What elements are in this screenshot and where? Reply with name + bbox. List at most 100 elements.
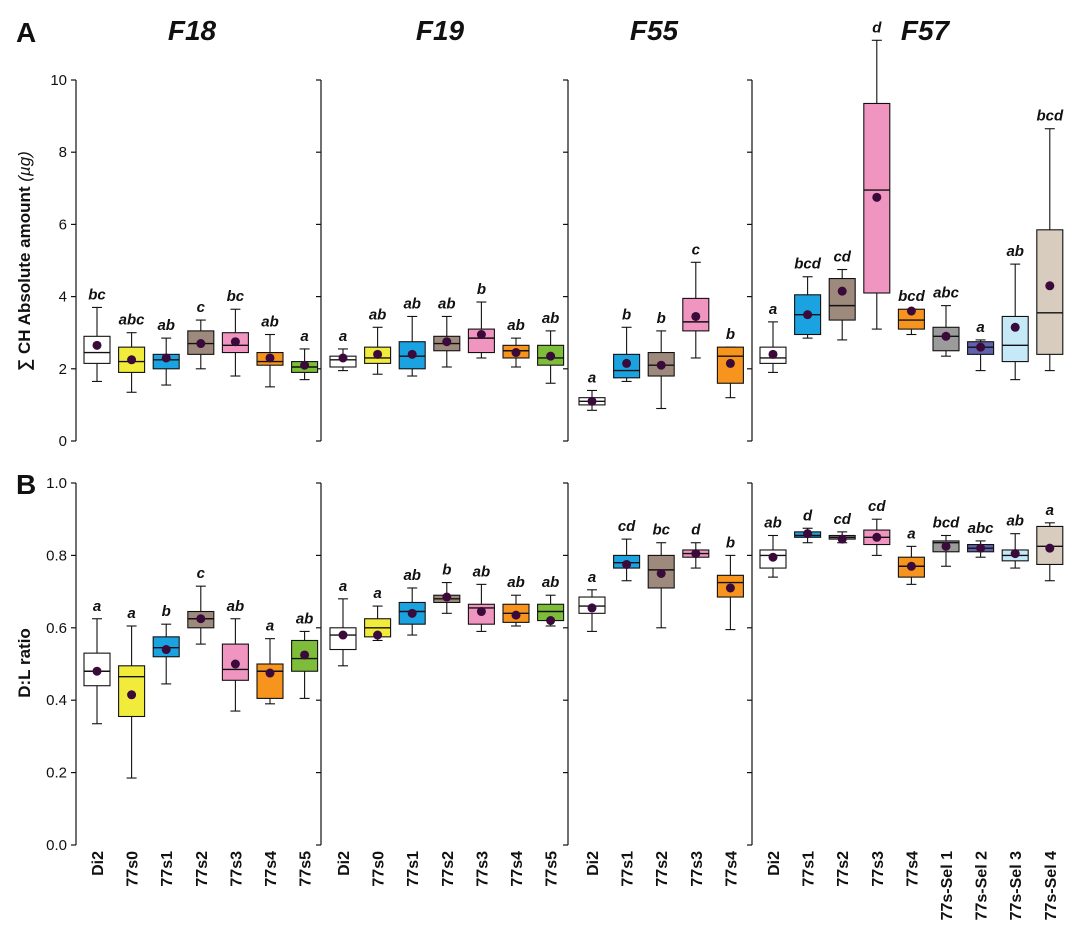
group-title-f19: F19: [416, 15, 465, 46]
significance-letter: abc: [119, 312, 146, 329]
y-tick-label: 6: [59, 216, 67, 233]
mean-dot: [265, 353, 275, 363]
mean-dot: [768, 349, 778, 359]
box-Di2: [83, 335, 111, 364]
significance-letter: bc: [227, 288, 245, 305]
significance-letter: d: [691, 522, 701, 539]
mean-dot: [265, 668, 275, 678]
box-77s2: [828, 277, 856, 321]
significance-letter: ab: [296, 610, 314, 627]
box-77s3: [467, 328, 495, 354]
category-label: 77s2: [835, 851, 852, 887]
mean-dot: [300, 360, 310, 370]
mean-dot: [837, 534, 847, 544]
panel-letter-b: B: [16, 469, 36, 500]
box-77s4: [716, 346, 744, 384]
mean-dot: [622, 358, 632, 368]
y-axis-label-top-unit: (µg): [15, 151, 34, 182]
significance-letter: d: [803, 507, 813, 524]
category-label: 77s-Sel 3: [1008, 851, 1025, 920]
category-label: 77s5: [544, 851, 561, 887]
significance-letter: ab: [403, 567, 421, 584]
significance-letter: a: [266, 618, 274, 635]
mean-dot: [230, 659, 240, 669]
mean-dot: [127, 690, 137, 700]
significance-letter: ab: [507, 317, 525, 334]
mean-dot: [196, 339, 206, 349]
significance-letter: a: [588, 569, 596, 586]
mean-dot: [373, 349, 383, 359]
mean-dot: [872, 532, 882, 542]
significance-letter: cd: [618, 518, 636, 535]
significance-letter: cd: [833, 249, 851, 266]
significance-letter: c: [197, 299, 206, 316]
significance-letter: bcd: [794, 256, 822, 273]
mean-dot: [127, 355, 137, 365]
box-77s-Sel-4: [1036, 229, 1064, 355]
significance-letter: bcd: [933, 514, 961, 531]
mean-dot: [442, 592, 452, 602]
y-tick-label: 0: [59, 433, 67, 450]
significance-letter: b: [442, 562, 451, 579]
mean-dot: [196, 614, 206, 624]
significance-letter: a: [127, 605, 135, 622]
significance-letter: abc: [933, 285, 960, 302]
significance-letter: c: [692, 241, 701, 258]
category-label: 77s2: [194, 851, 211, 887]
significance-letter: bcd: [898, 288, 926, 305]
category-label: 77s1: [405, 851, 422, 887]
mean-dot: [803, 529, 813, 539]
mean-dot: [373, 630, 383, 640]
category-label: 77s3: [228, 851, 245, 887]
significance-letter: c: [197, 565, 206, 582]
panel-letter-a: A: [16, 17, 36, 48]
y-tick-label: 0.4: [46, 692, 67, 709]
significance-letter: bc: [88, 286, 106, 303]
mean-dot: [338, 630, 348, 640]
mean-dot: [476, 330, 486, 340]
category-label: 77s3: [870, 851, 887, 887]
mean-dot: [941, 541, 951, 551]
mean-dot: [511, 348, 521, 358]
mean-dot: [837, 286, 847, 296]
mean-dot: [92, 666, 102, 676]
mean-dot: [656, 569, 666, 578]
mean-dot: [546, 351, 556, 361]
y-tick-label: 1.0: [46, 475, 67, 492]
mean-dot: [691, 311, 701, 321]
mean-dot: [976, 342, 986, 352]
category-label: Di2: [766, 851, 783, 876]
significance-letter: b: [477, 281, 486, 298]
mean-dot: [546, 616, 556, 626]
mean-dot: [872, 192, 882, 202]
y-tick-label: 4: [59, 289, 67, 306]
mean-dot: [1045, 543, 1055, 553]
mean-dot: [725, 358, 735, 368]
mean-dot: [1045, 281, 1055, 291]
category-label: 77s-Sel 2: [974, 851, 991, 920]
significance-letter: b: [657, 310, 666, 327]
significance-letter: a: [907, 525, 915, 542]
mean-dot: [1010, 549, 1020, 559]
mean-dot: [691, 549, 701, 559]
significance-letter: ab: [261, 314, 279, 331]
mean-dot: [407, 349, 417, 359]
significance-letter: cd: [868, 498, 886, 515]
mean-dot: [92, 340, 102, 350]
significance-letter: ab: [403, 295, 421, 312]
category-label: 77s1: [159, 851, 176, 887]
category-label: 77s4: [509, 851, 526, 887]
significance-letter: a: [976, 319, 984, 336]
significance-letter: bcd: [1036, 108, 1064, 125]
y-tick-label: 8: [59, 144, 67, 161]
mean-dot: [906, 561, 916, 571]
significance-letter: ab: [473, 563, 491, 580]
significance-letter: ab: [157, 317, 175, 334]
mean-dot: [511, 610, 521, 620]
mean-dot: [941, 331, 951, 341]
significance-letter: ab: [369, 306, 387, 323]
mean-dot: [407, 608, 417, 618]
significance-letter: b: [726, 534, 735, 551]
